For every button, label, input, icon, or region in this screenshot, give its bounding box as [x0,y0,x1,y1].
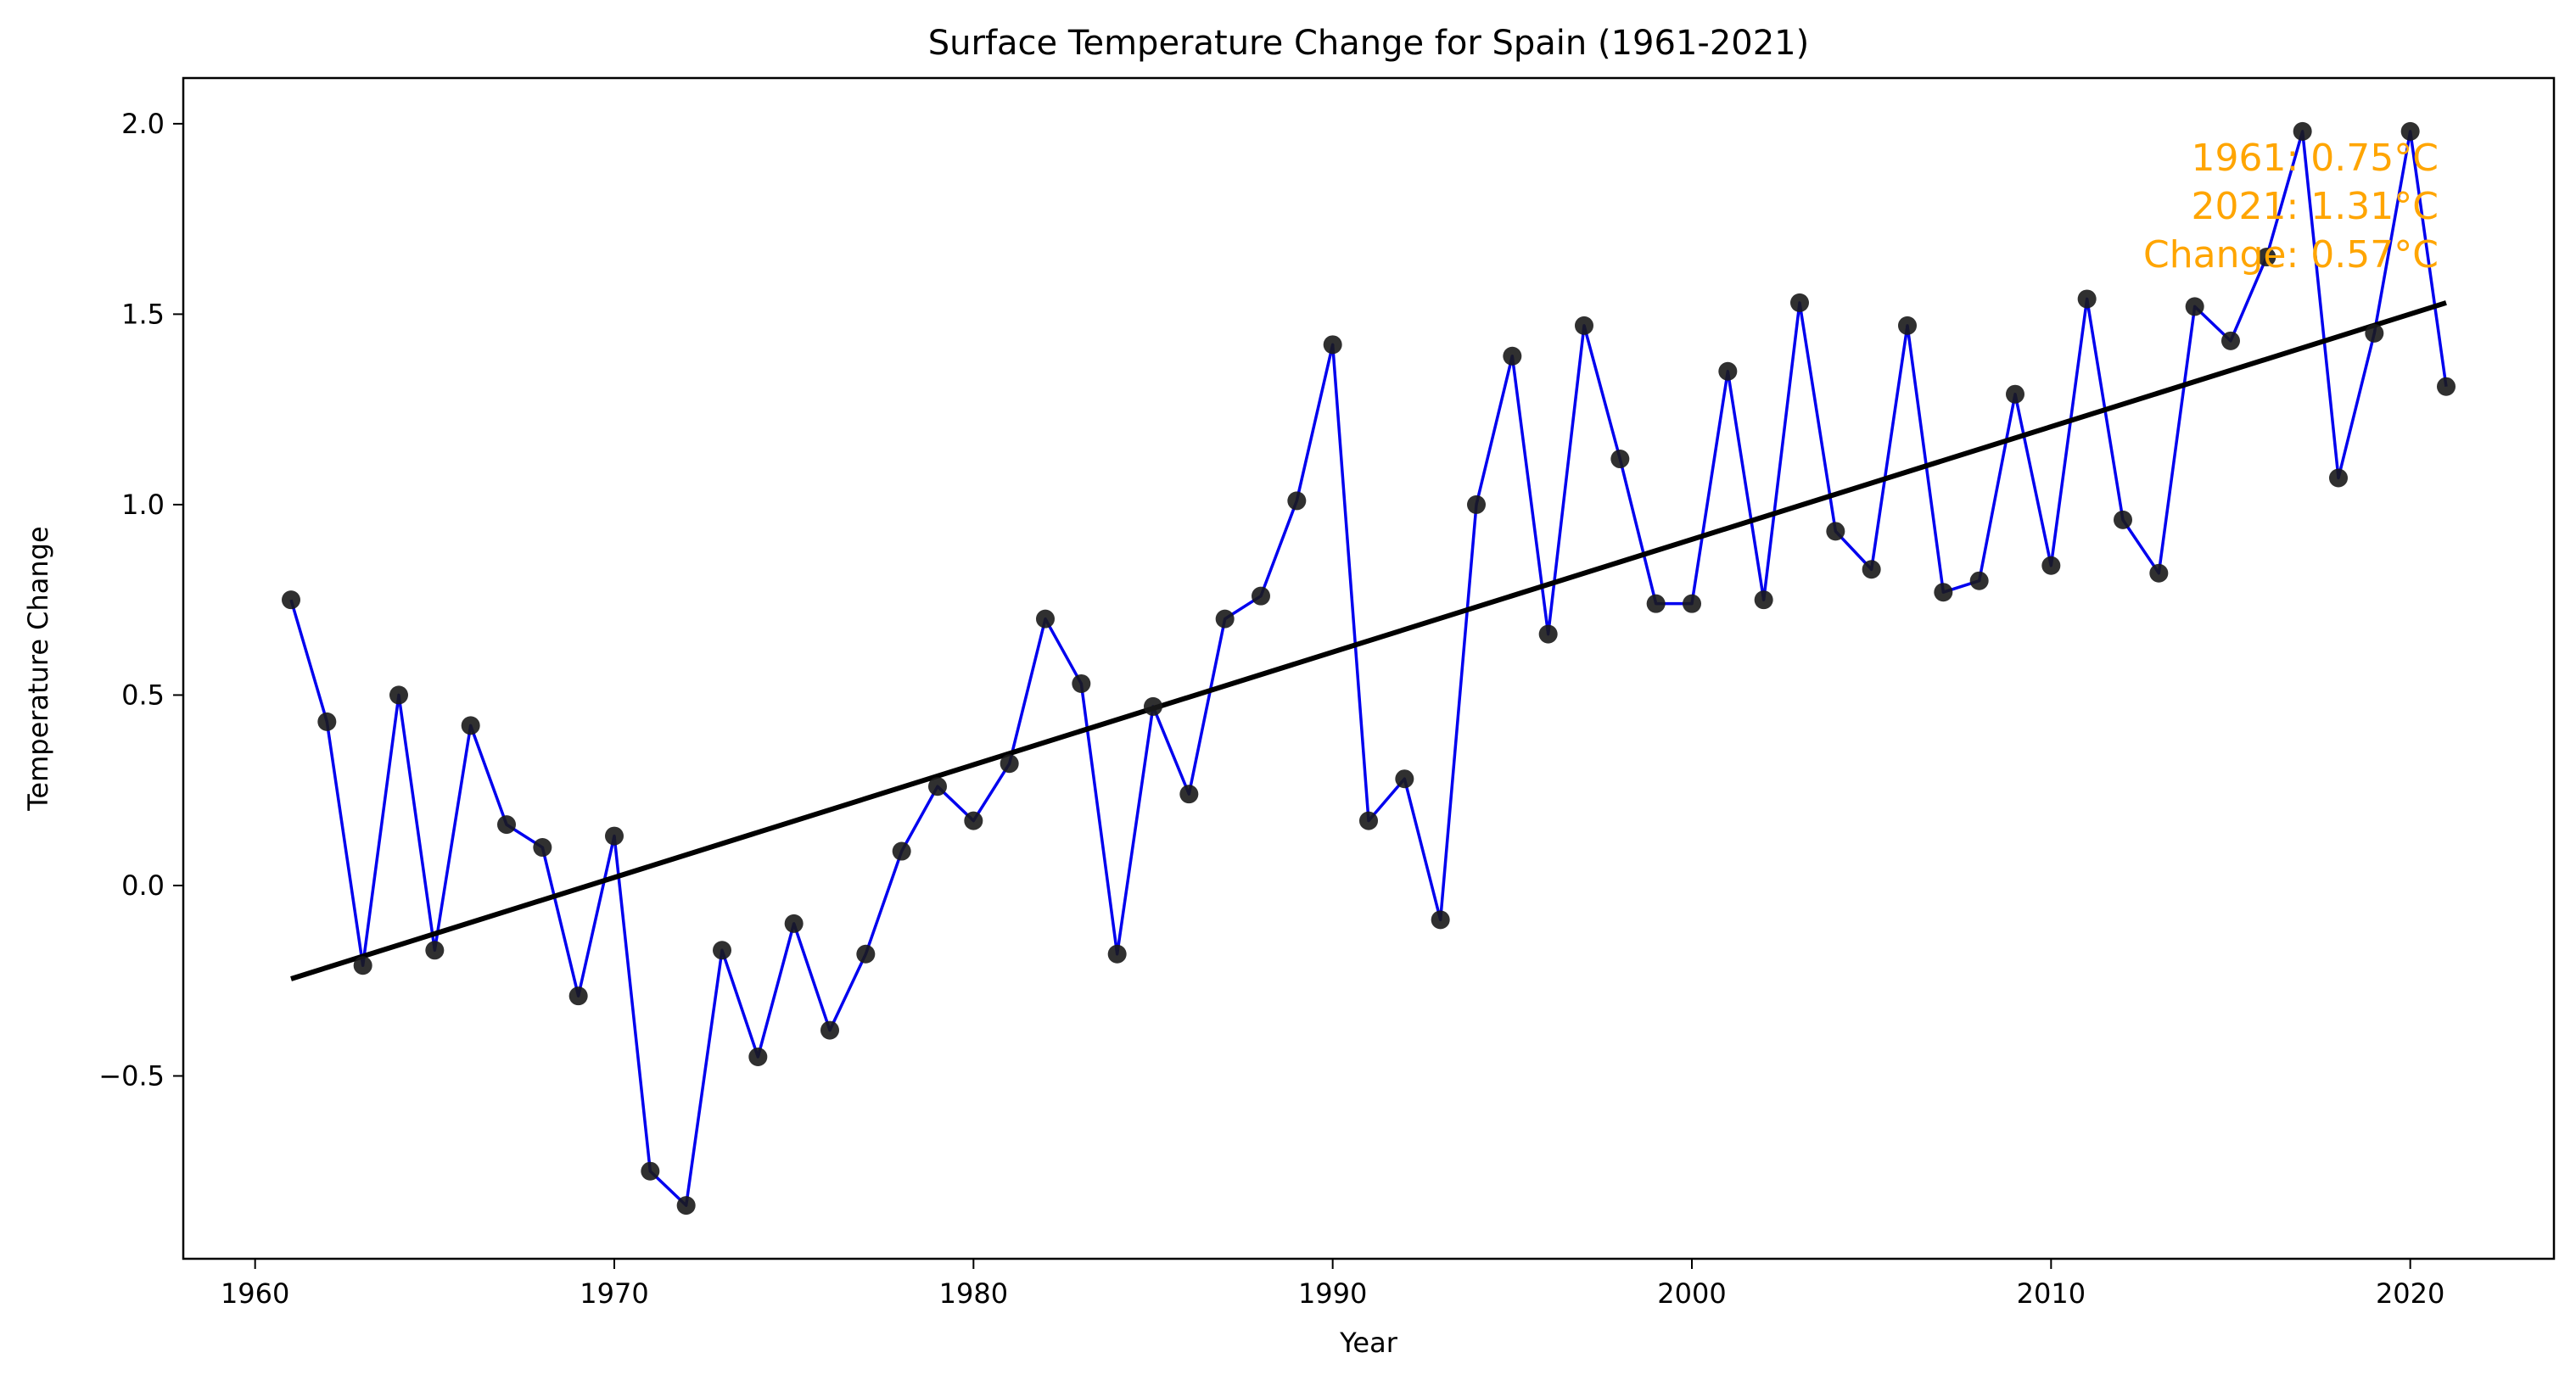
x-tick-label: 1980 [939,1277,1008,1310]
x-tick-label: 1990 [1298,1277,1367,1310]
x-tick-label: 2000 [1657,1277,1726,1310]
data-point [1646,594,1666,613]
x-axis-label: Year [1339,1327,1398,1359]
y-tick-label: 1.5 [121,298,165,330]
data-point [1323,335,1342,355]
data-point [2221,331,2240,350]
y-tick-label: −0.5 [98,1059,165,1092]
data-point [1036,609,1055,629]
data-point [2437,377,2456,396]
data-point [1862,560,1881,579]
data-point [964,811,983,830]
data-point [856,944,876,964]
data-point [425,941,445,960]
data-point [2329,468,2348,488]
data-point [1575,316,1593,335]
data-point [748,1048,768,1067]
y-axis-ticks: −0.5 0.0 0.5 1.0 1.5 2.0 [98,108,183,1092]
data-point [1287,491,1307,511]
data-point [1000,754,1019,774]
x-tick-label: 2020 [2376,1277,2444,1310]
data-point [1610,450,1630,469]
data-point [892,841,911,861]
data-point [1826,522,1845,541]
data-point [820,1020,839,1040]
data-point [1898,316,1917,335]
data-point [784,914,804,933]
data-point [1503,346,1522,366]
y-tick-label: 0.0 [121,869,165,902]
plot-area [282,121,2456,1216]
data-point [317,712,337,731]
data-point [1252,586,1270,606]
data-point [1431,910,1450,930]
data-point [1395,769,1414,789]
data-point [568,986,588,1006]
x-axis-ticks: 1960 1970 1980 1990 2000 2010 2020 [221,1259,2444,1310]
data-point [641,1161,660,1181]
annotation-line: 1961: 0.75°C [2192,137,2439,180]
data-point [1215,609,1235,629]
data-point [605,826,624,846]
data-point [2114,510,2132,529]
annotation-group: 1961: 0.75°C 2021: 1.31°C Change: 0.57°C [2143,137,2439,277]
data-point [1467,495,1486,514]
data-point [2077,289,2097,309]
data-point [389,685,408,705]
y-tick-label: 1.0 [121,489,165,521]
temperature-series-line [289,130,2448,1207]
data-point [1683,594,1701,613]
data-point [928,777,947,796]
x-tick-label: 1970 [580,1277,648,1310]
data-point [2041,556,2061,575]
chart-title: Surface Temperature Change for Spain (19… [928,24,1809,63]
y-tick-label: 2.0 [121,108,165,140]
data-point [2400,121,2420,141]
data-point [1359,811,1378,830]
y-tick-label: 0.5 [121,679,165,711]
data-point [1718,361,1738,381]
annotation-line: Change: 0.57°C [2143,233,2439,277]
data-point [1538,624,1558,644]
data-point [1072,673,1091,693]
data-point [2365,323,2384,343]
data-point [713,941,731,960]
plot-frame [182,76,2556,1260]
data-point [497,815,516,835]
data-point [2149,563,2169,583]
data-point [1107,944,1127,964]
data-point [1179,785,1199,804]
data-point [2293,121,2312,141]
data-point [2257,248,2276,267]
x-tick-label: 2010 [2017,1277,2086,1310]
data-point [2185,297,2204,316]
y-axis-label: Temperature Change [22,526,54,811]
data-point [533,838,552,858]
data-point [1754,590,1773,610]
data-point [461,716,480,735]
data-point [1790,293,1809,312]
data-point [353,956,372,975]
annotation-line: 2021: 1.31°C [2192,185,2439,228]
data-point [282,590,300,610]
trend-line [290,300,2447,981]
data-point [1934,583,1953,602]
data-point [2006,384,2024,404]
x-tick-label: 1960 [221,1277,289,1310]
data-point [1969,571,1989,590]
data-point [676,1196,696,1216]
data-point [1144,696,1162,716]
